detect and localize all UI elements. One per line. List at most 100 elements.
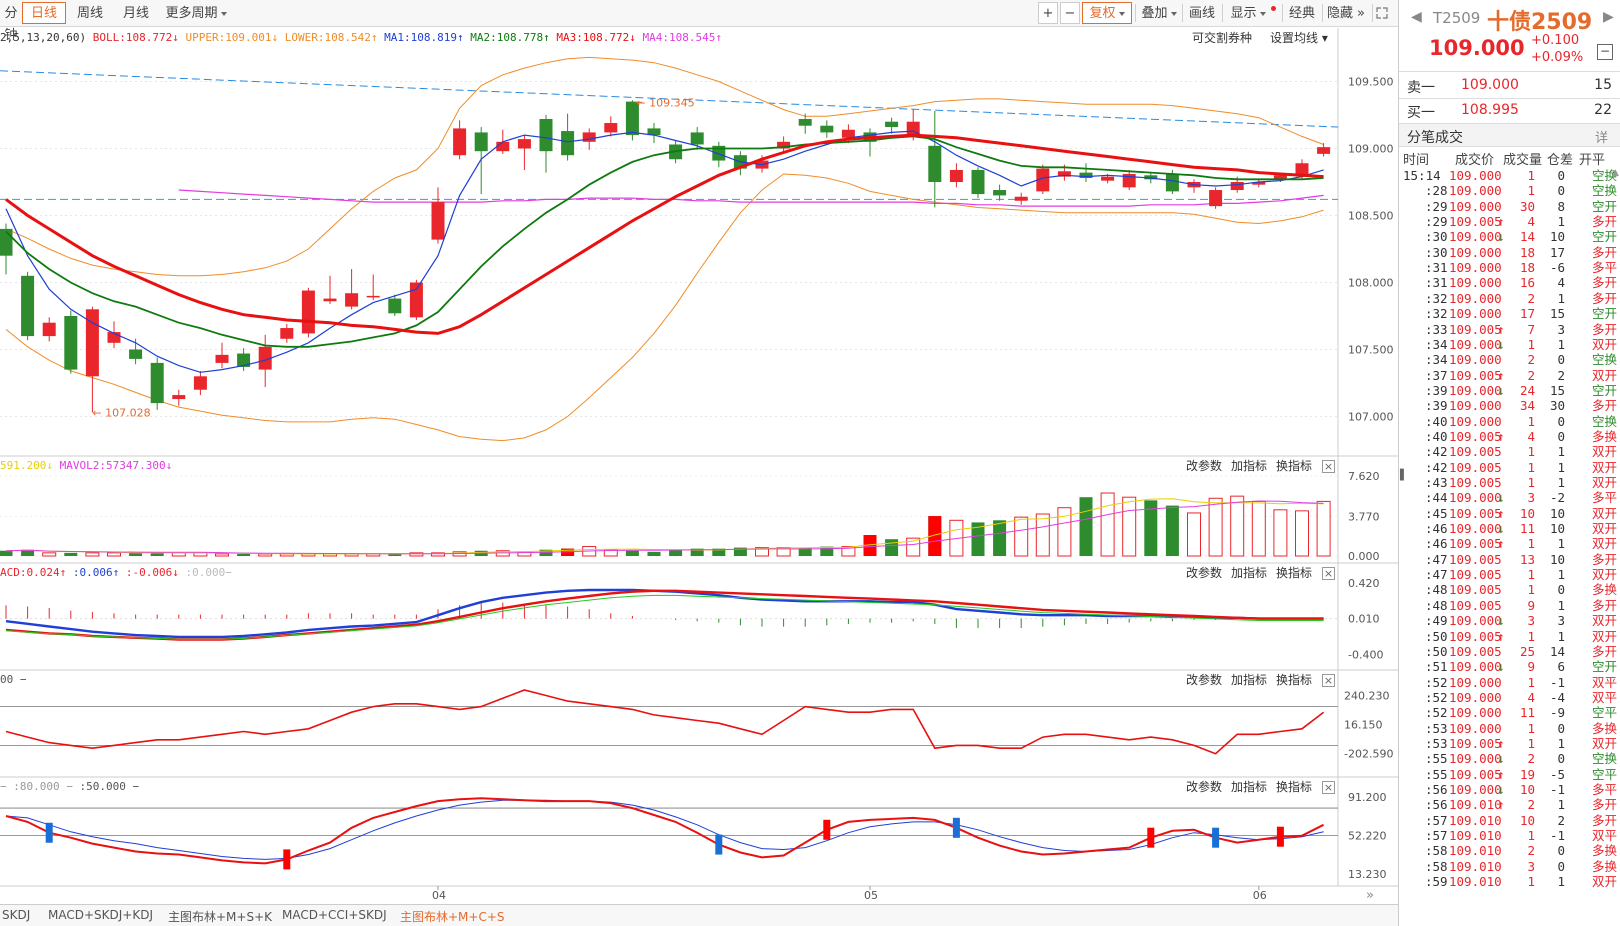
candle-body xyxy=(971,169,985,195)
volume-bar xyxy=(625,550,639,556)
candle-body xyxy=(1165,173,1179,192)
candle-body xyxy=(949,169,963,182)
close-pane-icon[interactable]: × xyxy=(1322,781,1335,794)
swap-indicator-button[interactable]: 换指标 xyxy=(1276,566,1313,580)
swap-indicator-button[interactable]: 换指标 xyxy=(1276,673,1313,687)
trade-time: :42 xyxy=(1425,459,1448,475)
edit-params-button[interactable]: 改参数 xyxy=(1186,459,1223,473)
trade-time: :48 xyxy=(1425,582,1448,598)
trade-price: 109.000 xyxy=(1449,352,1502,368)
edit-params-button[interactable]: 改参数 xyxy=(1186,780,1223,794)
trade-oi-change: 0 xyxy=(1557,413,1565,429)
prev-contract-icon[interactable]: ◀ xyxy=(1411,9,1422,25)
splitter-handle-icon[interactable]: ▐ xyxy=(1396,470,1404,481)
trade-open-close: 空平 xyxy=(1591,766,1617,782)
tab-skdj[interactable]: SKDJ xyxy=(2,908,31,922)
draw-line-button[interactable]: 画线 xyxy=(1188,6,1215,21)
trade-oi-change: 1 xyxy=(1557,290,1565,306)
volume-bar xyxy=(107,552,121,557)
volume-bar xyxy=(1230,495,1245,557)
fullscreen-icon[interactable] xyxy=(1372,4,1390,22)
tab-weekly[interactable]: 周线 xyxy=(76,6,103,21)
add-indicator-button[interactable]: 加指标 xyxy=(1231,673,1268,687)
quote-panel: ◀ T2509 十债2509 ▶ 109.000 +0.100 +0.09% −… xyxy=(1398,0,1620,926)
kdj-signal-marker xyxy=(1276,826,1284,847)
trade-time: :31 xyxy=(1425,275,1448,291)
candle-body xyxy=(237,353,251,367)
tab-daily[interactable]: 日线 xyxy=(22,2,66,24)
volume-bar-highlight xyxy=(928,516,942,556)
candle-body xyxy=(85,309,99,377)
tab-monthly[interactable]: 月线 xyxy=(122,6,149,21)
tab-macd-skdj-kdj[interactable]: MACD+SKDJ+KDJ xyxy=(48,908,153,922)
zoom-in-button[interactable]: + xyxy=(1038,2,1058,24)
candle-body xyxy=(841,129,855,138)
edit-params-button[interactable]: 改参数 xyxy=(1186,566,1223,580)
kdj-signal-marker xyxy=(715,834,723,855)
tab-macd-cci-skdj[interactable]: MACD+CCI+SKDJ xyxy=(282,908,387,922)
trade-row: :39 109.000 34 30 多开 xyxy=(1399,398,1620,414)
swap-indicator-button[interactable]: 换指标 xyxy=(1276,780,1313,794)
display-dropdown[interactable]: 显示 xyxy=(1226,2,1270,24)
trade-open-close: 双开 xyxy=(1591,628,1617,644)
x-axis-label: 05 xyxy=(864,889,878,902)
close-pane-icon[interactable]: × xyxy=(1322,460,1335,473)
tradable-bonds-button[interactable]: 可交割券种 xyxy=(1192,31,1253,45)
volume-bar xyxy=(1165,505,1179,556)
trade-row: 15:14 109.000 1 0 空换 xyxy=(1399,168,1620,184)
close-pane-icon[interactable]: × xyxy=(1322,567,1335,580)
hide-button[interactable]: 隐藏 xyxy=(1327,6,1354,21)
trade-open-close: 双开 xyxy=(1591,336,1617,352)
chart-area[interactable]: 分钟 日线 周线 月线 更多周期 + − 复权 叠加 画线 显示 经典 隐藏 » xyxy=(0,0,1398,926)
scroll-up-icon[interactable]: ▲ xyxy=(1612,168,1619,178)
trade-open-close: 多平 xyxy=(1591,782,1617,797)
tab-boll-m-s-k[interactable]: 主图布林+M+S+K xyxy=(168,910,273,924)
trade-row: :45 109.005 ↑ 10 10 双开 xyxy=(1399,506,1620,522)
volume-bar xyxy=(150,552,164,556)
tab-boll-m-c-s[interactable]: 主图布林+M+C+S xyxy=(400,910,505,924)
detail-button[interactable]: 详 xyxy=(1595,131,1609,146)
trade-time: :48 xyxy=(1425,597,1448,613)
trade-time: :59 xyxy=(1425,874,1448,890)
volume-bar xyxy=(237,553,251,556)
trade-time: :53 xyxy=(1425,720,1448,736)
volume-bar xyxy=(1079,497,1093,556)
zoom-out-button[interactable]: − xyxy=(1060,2,1080,24)
add-indicator-button[interactable]: 加指标 xyxy=(1231,566,1268,580)
trade-volume: 1 xyxy=(1527,413,1535,429)
last-price: 109.000 xyxy=(1429,36,1525,60)
add-indicator-button[interactable]: 加指标 xyxy=(1231,459,1268,473)
add-indicator-button[interactable]: 加指标 xyxy=(1231,780,1268,794)
tab-minute[interactable]: 分钟 xyxy=(4,6,18,43)
kline-chart[interactable]: 109.500 109.000 108.500 108.000 107.500 107.0… xyxy=(0,0,1398,904)
hide-arrows-icon[interactable]: » xyxy=(1357,6,1365,21)
trade-time: :56 xyxy=(1425,782,1448,797)
set-ma-dropdown[interactable]: 设置均线 ▾ xyxy=(1270,31,1328,45)
trade-time: :30 xyxy=(1425,229,1448,245)
candle-body xyxy=(323,298,337,302)
fuquan-dropdown[interactable]: 复权 xyxy=(1082,2,1132,24)
contract-name: 十债2509 xyxy=(1487,10,1593,35)
candle-body xyxy=(928,145,942,182)
trade-row: :53 109.000 1 0 多换 xyxy=(1399,721,1620,737)
trade-oi-change: 2 xyxy=(1557,812,1565,828)
next-contract-icon[interactable]: ▶ xyxy=(1603,9,1614,25)
trade-oi-change: 0 xyxy=(1557,582,1565,598)
candle-body xyxy=(1295,163,1309,177)
up-arrow-icon: ↑ xyxy=(1497,214,1505,230)
volume-bar xyxy=(1014,516,1029,557)
volume-bar xyxy=(1251,500,1266,557)
ask-price: 109.000 xyxy=(1461,77,1519,93)
collapse-icon[interactable]: − xyxy=(1597,44,1613,60)
trade-price: 109.000 xyxy=(1449,244,1502,260)
classic-button[interactable]: 经典 xyxy=(1288,6,1315,21)
trade-price: 109.000 xyxy=(1449,336,1502,352)
more-periods-dropdown[interactable]: 更多周期 xyxy=(160,2,232,24)
close-pane-icon[interactable]: × xyxy=(1322,674,1335,687)
volume-bar xyxy=(258,553,273,557)
edit-params-button[interactable]: 改参数 xyxy=(1186,673,1223,687)
trade-open-close: 多开 xyxy=(1591,597,1617,613)
overlay-dropdown[interactable]: 叠加 xyxy=(1138,2,1180,24)
trade-volume: 2 xyxy=(1527,797,1535,813)
swap-indicator-button[interactable]: 换指标 xyxy=(1276,459,1313,473)
